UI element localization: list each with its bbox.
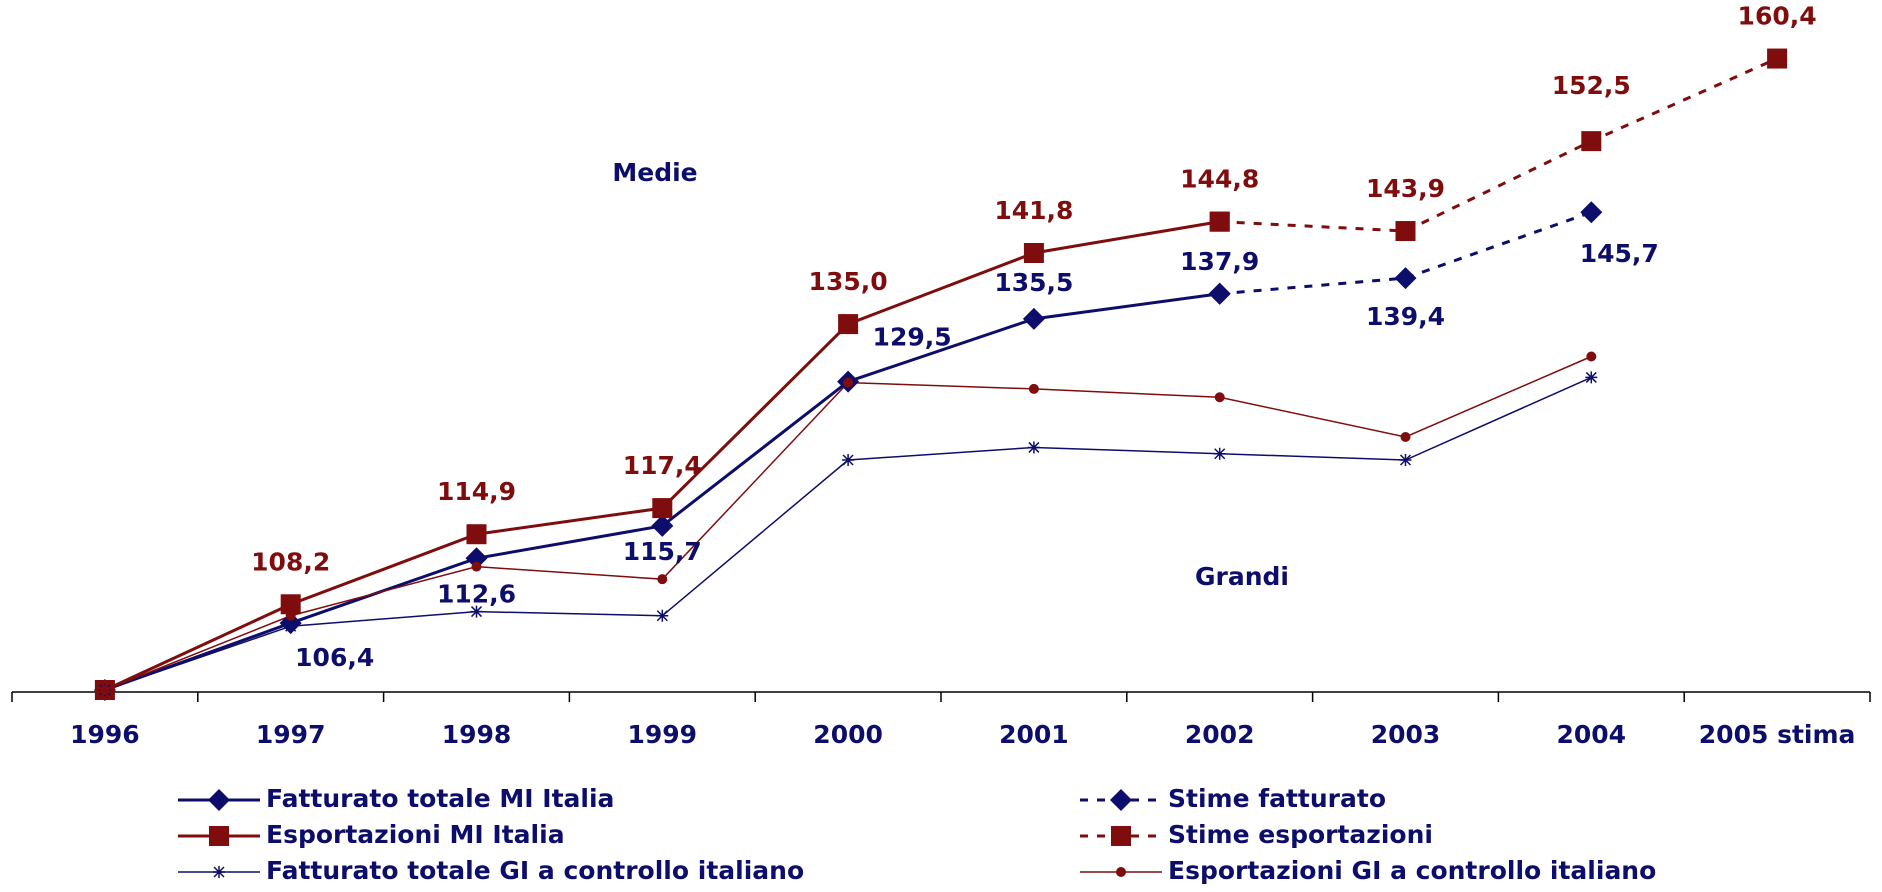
data-label: 112,6 [437, 579, 516, 608]
x-tick-label: 2003 [1371, 720, 1441, 749]
marker [1586, 351, 1597, 362]
legend-marker [1110, 789, 1132, 811]
marker [1027, 441, 1040, 454]
marker [1399, 454, 1412, 466]
data-label: 114,9 [437, 477, 516, 506]
data-label: 139,4 [1366, 302, 1445, 331]
data-label: 152,5 [1552, 71, 1631, 100]
marker [1214, 392, 1225, 403]
data-label: 143,9 [1366, 174, 1445, 203]
marker [99, 685, 110, 695]
data-label: 144,8 [1180, 165, 1259, 194]
marker [657, 574, 668, 585]
marker [465, 547, 488, 570]
data-label: 145,7 [1580, 239, 1659, 268]
data-label: 115,7 [623, 537, 702, 566]
legend-label: Fatturato totale GI a controllo italiano [266, 856, 804, 885]
marker [651, 514, 674, 537]
legend-marker [208, 789, 230, 811]
annotation: Grandi [1195, 562, 1289, 591]
marker [1585, 371, 1598, 384]
x-tick-label: 1999 [628, 720, 698, 749]
series-line [104, 292, 1220, 692]
annotation: Medie [612, 158, 697, 187]
legend-marker [209, 826, 229, 846]
marker [470, 605, 483, 618]
marker [842, 454, 855, 466]
marker [1580, 201, 1603, 224]
marker [471, 561, 482, 572]
data-label: 141,8 [994, 196, 1073, 225]
x-tick-label: 1996 [70, 720, 140, 749]
marker [1394, 267, 1417, 290]
marker [1022, 307, 1045, 330]
data-label: 129,5 [873, 323, 952, 352]
legend-label: Fatturato totale MI Italia [266, 784, 614, 813]
legend-marker [213, 866, 225, 878]
x-tick-label: 2001 [999, 720, 1069, 749]
marker [1767, 48, 1788, 69]
x-tick-label: 1998 [442, 720, 512, 749]
legend-label: Stime esportazioni [1168, 820, 1433, 849]
marker [284, 620, 297, 633]
legend-marker [1116, 867, 1126, 877]
data-label: 160,4 [1738, 2, 1817, 31]
marker [1581, 131, 1602, 152]
data-label: 135,0 [809, 267, 888, 296]
marker [656, 609, 669, 622]
data-label: 137,9 [1180, 247, 1259, 276]
data-label: 135,5 [994, 268, 1073, 297]
legend-label: Stime fatturato [1168, 784, 1386, 813]
marker [843, 377, 854, 388]
legend-label: Esportazioni GI a controllo italiano [1168, 856, 1656, 885]
series-line [104, 355, 1592, 691]
legend-marker [1111, 826, 1131, 846]
x-tick-label: 2005 stima [1699, 720, 1856, 749]
marker [1209, 211, 1230, 232]
marker [1028, 383, 1039, 394]
marker [285, 610, 296, 621]
data-label: 117,4 [623, 451, 702, 480]
data-label: 106,4 [295, 643, 374, 672]
series-line [1219, 57, 1778, 233]
marker [466, 524, 487, 545]
x-tick-label: 2000 [813, 720, 883, 749]
marker [280, 594, 301, 615]
marker [838, 314, 859, 335]
x-tick-label: 2004 [1557, 720, 1627, 749]
marker [1208, 282, 1231, 305]
data-label: 108,2 [251, 547, 330, 576]
marker [1400, 432, 1411, 442]
x-tick-label: 1997 [256, 720, 326, 749]
marker [1023, 243, 1044, 263]
marker [1395, 221, 1416, 242]
marker [1213, 447, 1226, 460]
legend-label: Esportazioni MI Italia [266, 820, 565, 849]
marker [652, 498, 673, 519]
x-tick-label: 2002 [1185, 720, 1255, 749]
